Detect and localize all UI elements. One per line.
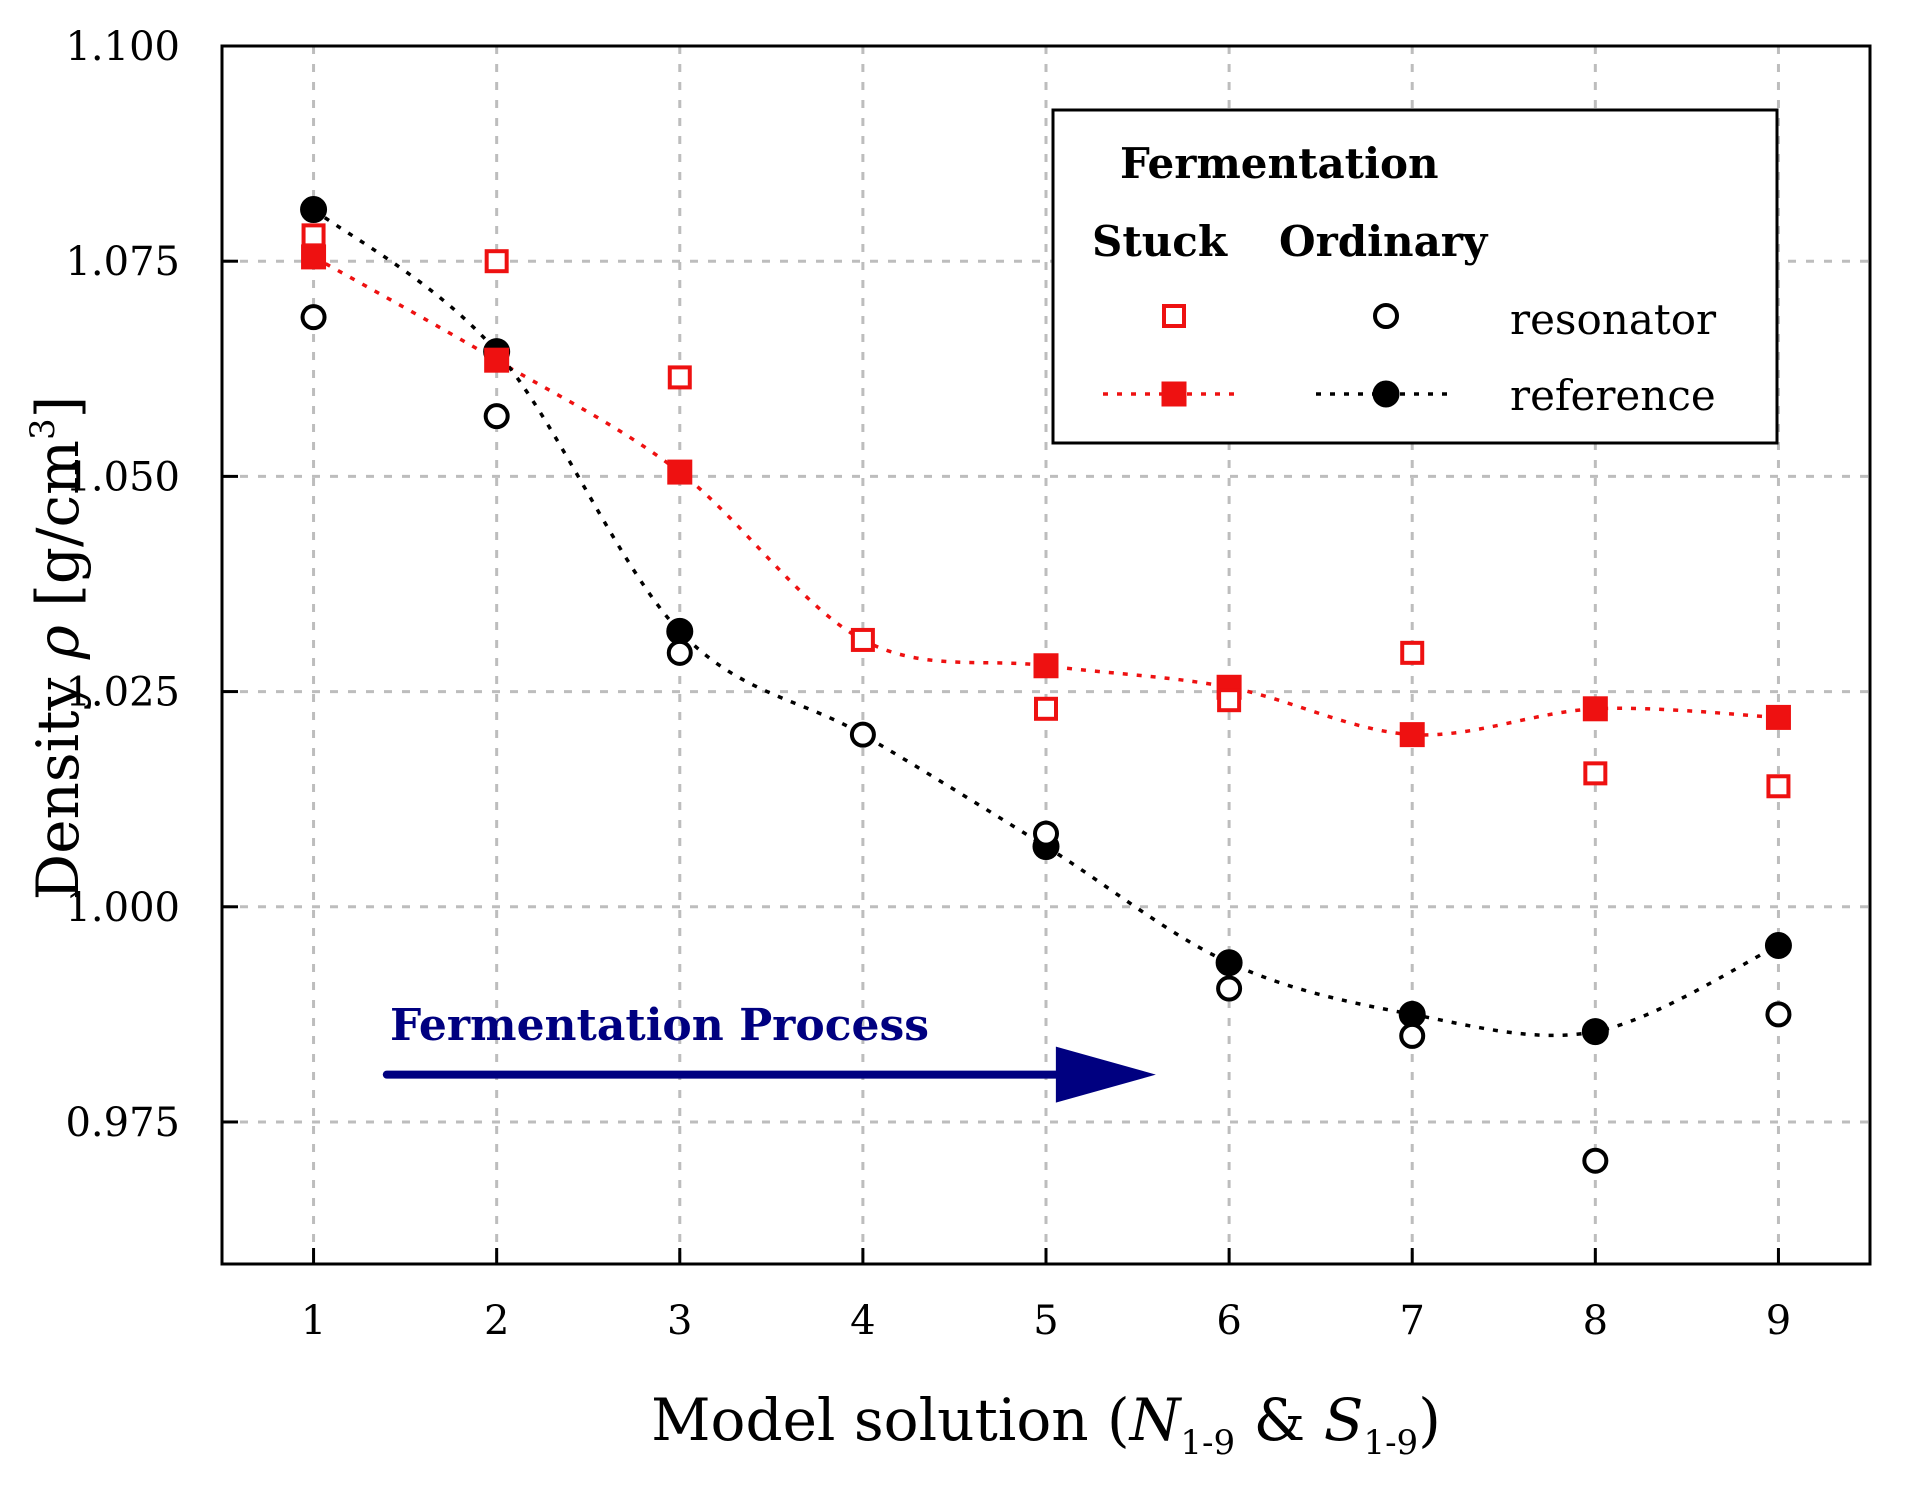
x-tick-label: 3 — [667, 1298, 692, 1344]
x-tick-label: 4 — [850, 1298, 875, 1344]
marker-stuck-resonator — [850, 627, 875, 652]
x-axis-label: Model solution (N1-9 & S1-9) — [651, 1386, 1441, 1463]
y-tick-label: 0.975 — [65, 1100, 180, 1146]
marker-ordinary-resonator — [1033, 820, 1059, 847]
marker-stuck-reference — [301, 244, 327, 270]
x-tick-label: 7 — [1399, 1298, 1424, 1344]
x-tick-label: 5 — [1033, 1298, 1058, 1344]
marker-stuck-reference — [1765, 704, 1791, 730]
y-axis-label: Density ρ [g/cm3] — [23, 396, 92, 901]
marker-stuck-resonator — [1766, 774, 1791, 799]
legend-marker-stuck-reference — [1161, 381, 1187, 407]
x-tick-label: 1 — [301, 1298, 326, 1344]
marker-stuck-resonator — [1217, 688, 1242, 713]
y-tick-label: 1.100 — [65, 24, 180, 70]
marker-ordinary-reference — [1581, 1018, 1609, 1046]
annotation-text: Fermentation Process — [390, 1000, 929, 1051]
legend-marker-ordinary-reference — [1372, 380, 1400, 408]
trend-line-stuck — [312, 255, 1779, 737]
x-tick-label: 2 — [484, 1298, 509, 1344]
x-axis-ticks: 1 2 3 4 5 6 7 8 9 — [301, 1248, 1791, 1344]
marker-ordinary-resonator — [483, 403, 510, 430]
marker-stuck-resonator — [484, 249, 509, 274]
marker-ordinary-resonator — [1399, 1022, 1426, 1049]
marker-ordinary-reference — [300, 196, 328, 224]
y-tick-label: 1.025 — [65, 670, 180, 716]
marker-stuck-reference — [1033, 653, 1059, 679]
y-tick-label: 1.000 — [65, 885, 180, 931]
marker-stuck-resonator — [301, 223, 326, 248]
marker-ordinary-resonator — [1582, 1147, 1609, 1174]
legend-row-resonator: resonator — [1510, 295, 1717, 344]
y-axis-ticks: 0.975 1.000 1.025 1.050 1.075 1.100 — [65, 24, 238, 1146]
marker-stuck-reference — [667, 459, 693, 485]
legend-row-reference: reference — [1510, 371, 1716, 420]
marker-ordinary-resonator — [1765, 1001, 1792, 1028]
marker-stuck-resonator — [1400, 640, 1425, 665]
annotation-arrow-head — [1055, 1046, 1156, 1103]
marker-ordinary-resonator — [849, 721, 876, 748]
marker-stuck-reference — [1582, 696, 1608, 722]
marker-stuck-resonator — [667, 365, 692, 390]
legend-marker-stuck-resonator — [1162, 304, 1186, 328]
arrow-right-icon — [382, 1046, 1156, 1103]
legend-marker-ordinary-resonator — [1373, 303, 1399, 329]
marker-stuck-reference — [1399, 722, 1425, 748]
marker-ordinary-reference — [1764, 932, 1792, 960]
marker-ordinary-reference — [1215, 949, 1243, 977]
reference-trend-lines — [312, 208, 1780, 1038]
marker-stuck-reference — [484, 347, 510, 373]
legend: Fermentation Stuck Ordinary resonator re… — [1051, 108, 1779, 445]
marker-stuck-resonator — [1583, 761, 1608, 786]
y-tick-label: 1.075 — [65, 239, 180, 285]
y-tick-label: 1.050 — [65, 454, 180, 500]
marker-ordinary-resonator — [300, 304, 327, 331]
marker-ordinary-resonator — [666, 639, 693, 666]
x-tick-label: 9 — [1766, 1298, 1791, 1344]
x-tick-label: 6 — [1216, 1298, 1241, 1344]
legend-title: Fermentation — [1120, 139, 1439, 188]
legend-markers — [1103, 303, 1456, 408]
legend-col-stuck: Stuck — [1092, 217, 1228, 266]
legend-col-ordinary: Ordinary — [1279, 217, 1489, 266]
marker-stuck-resonator — [1034, 696, 1058, 721]
x-tick-label: 8 — [1583, 1298, 1608, 1344]
data-markers — [300, 196, 1792, 1174]
marker-ordinary-resonator — [1216, 975, 1243, 1002]
